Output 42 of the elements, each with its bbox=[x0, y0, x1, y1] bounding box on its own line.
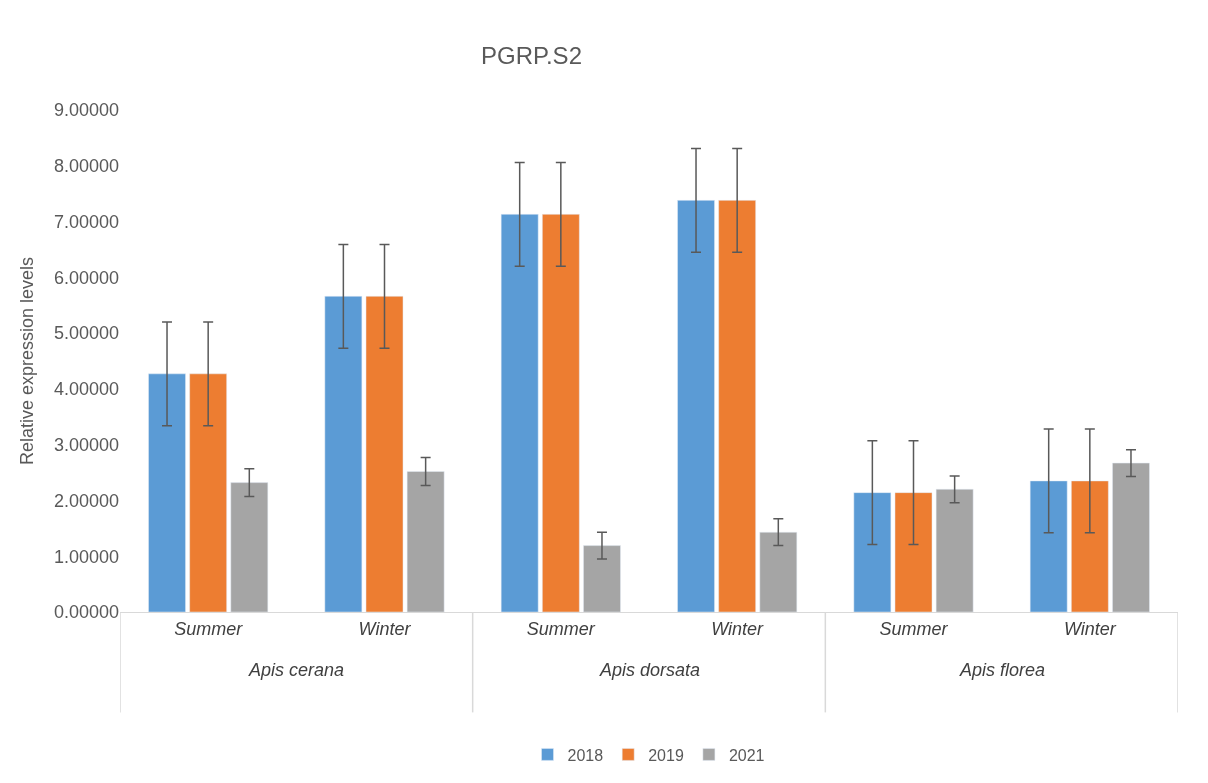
y-tick-label: 9.00000 bbox=[53, 100, 119, 121]
y-axis-title: Relative expression levels bbox=[17, 256, 38, 466]
bar bbox=[406, 471, 445, 612]
x-tick-label: Winter bbox=[711, 618, 765, 639]
y-tick-label: 6.00000 bbox=[53, 267, 119, 288]
y-tick-label: 8.00000 bbox=[53, 156, 119, 177]
bar bbox=[189, 373, 227, 612]
bar bbox=[718, 200, 756, 612]
bar bbox=[148, 373, 186, 612]
text: Apis cerana bbox=[248, 660, 345, 680]
legend-label: 2019 bbox=[648, 746, 684, 764]
x-tick-label: Winter bbox=[358, 618, 412, 639]
legend-label: 2018 bbox=[567, 746, 604, 764]
bar bbox=[542, 214, 580, 612]
y-tick-label: 0.00000 bbox=[53, 602, 119, 623]
y-tick-label: 1.00000 bbox=[53, 546, 119, 567]
x-tick-label: Winter bbox=[1063, 618, 1117, 639]
bar bbox=[1112, 462, 1150, 612]
y-tick-label: 3.00000 bbox=[53, 434, 119, 455]
bar bbox=[1071, 480, 1109, 612]
bar bbox=[324, 296, 363, 612]
bar bbox=[500, 214, 539, 612]
y-tick-label: 4.00000 bbox=[53, 379, 119, 400]
x-tick-label: Summer bbox=[174, 618, 244, 639]
bar bbox=[583, 545, 621, 612]
bar bbox=[759, 531, 798, 612]
y-tick-label: 5.00000 bbox=[53, 323, 119, 344]
text: Apis florea bbox=[959, 660, 1046, 680]
bar bbox=[853, 492, 892, 612]
bar bbox=[230, 482, 269, 612]
chart-title: PGRP.S2 bbox=[481, 41, 582, 69]
x-tick-label: Summer bbox=[526, 618, 596, 639]
bar bbox=[935, 489, 974, 612]
bar bbox=[677, 200, 715, 612]
legend-label: 2021 bbox=[728, 746, 765, 764]
bar bbox=[365, 296, 404, 612]
text: Apis dorsata bbox=[599, 660, 701, 680]
y-tick-label: 2.00000 bbox=[53, 490, 119, 511]
bar bbox=[894, 492, 933, 612]
y-tick-label: 7.00000 bbox=[53, 211, 119, 232]
x-tick-label: Summer bbox=[879, 618, 949, 639]
bar bbox=[1029, 480, 1068, 612]
